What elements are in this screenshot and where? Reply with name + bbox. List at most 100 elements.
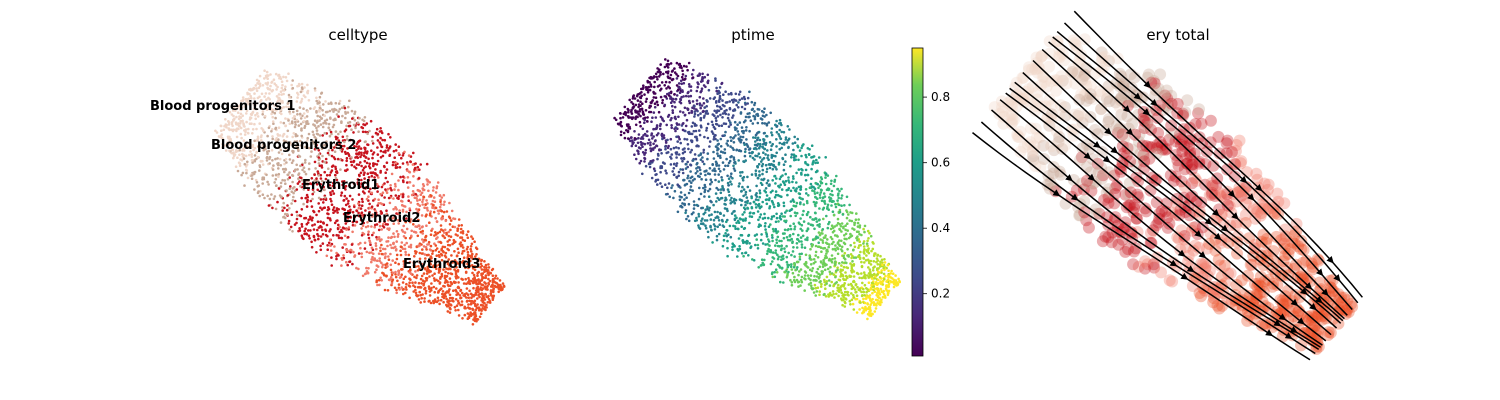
celltype-point — [380, 238, 383, 241]
celltype-point — [435, 247, 439, 250]
celltype-point — [302, 112, 306, 115]
ptime-point — [670, 186, 673, 190]
ptime-point — [797, 273, 800, 277]
ptime-point — [840, 264, 843, 267]
celltype-point — [292, 132, 296, 135]
celltype-point — [285, 135, 289, 138]
celltype-point — [235, 135, 239, 139]
ptime-point — [792, 156, 796, 159]
ptime-point — [735, 103, 738, 107]
celltype-point — [227, 142, 231, 146]
celltype-point — [349, 248, 353, 252]
ptime-point — [801, 229, 804, 232]
ptime-point — [774, 268, 778, 272]
ptime-point — [748, 129, 751, 133]
ptime-point — [889, 276, 893, 279]
celltype-point — [290, 120, 294, 123]
ptime-point — [753, 110, 756, 113]
ptime-point — [756, 176, 760, 180]
ptime-point — [720, 176, 723, 179]
celltype-point — [317, 153, 321, 156]
celltype-point — [386, 265, 389, 268]
ptime-point — [664, 169, 667, 172]
celltype-point — [384, 252, 387, 255]
celltype-point — [372, 199, 375, 202]
ptime-point — [750, 108, 754, 111]
celltype-point — [419, 301, 423, 304]
ptime-point — [862, 297, 865, 301]
celltype-point — [243, 125, 246, 128]
celltype-point — [389, 263, 393, 267]
celltype-point — [484, 287, 488, 291]
celltype-point — [245, 109, 249, 112]
ptime-point — [708, 97, 712, 100]
ptime-point — [737, 227, 740, 231]
ptime-point — [686, 108, 690, 112]
ptime-point — [684, 167, 688, 170]
celltype-point — [286, 177, 290, 181]
ptime-point — [634, 103, 638, 107]
celltype-point — [397, 194, 401, 198]
ptime-point — [807, 222, 810, 225]
celltype-point — [378, 237, 381, 241]
celltype-point — [277, 172, 281, 176]
celltype-point — [313, 238, 317, 242]
ptime-point — [756, 210, 760, 213]
ptime-point — [867, 237, 870, 240]
ptime-point — [777, 220, 780, 223]
ptime-point — [673, 67, 676, 70]
celltype-point — [270, 193, 273, 196]
celltype-point — [483, 260, 486, 263]
ptime-point — [846, 248, 849, 251]
ptime-point — [669, 163, 673, 166]
celltype-point — [294, 123, 297, 126]
ptime-point — [891, 272, 895, 276]
ptime-point — [838, 244, 842, 248]
celltype-point — [276, 157, 279, 160]
celltype-point — [246, 176, 250, 180]
ptime-point — [681, 90, 684, 93]
ptime-point — [743, 150, 747, 154]
celltype-point — [436, 236, 439, 239]
celltype-point — [319, 206, 322, 209]
celltype-point — [264, 92, 268, 95]
cluster-label: Blood progenitors 2 — [211, 138, 356, 153]
celltype-point — [370, 149, 373, 152]
celltype-point — [418, 198, 422, 202]
ptime-point — [775, 130, 779, 134]
ptime-point — [892, 278, 896, 282]
celltype-point — [425, 224, 428, 227]
ptime-point — [887, 269, 890, 273]
ptime-point — [687, 147, 690, 151]
ptime-point — [653, 139, 657, 143]
celltype-point — [254, 107, 258, 111]
celltype-point — [433, 234, 436, 237]
ptime-point — [671, 170, 674, 173]
celltype-point — [329, 197, 332, 201]
ptime-point — [761, 168, 765, 172]
celltype-point — [417, 265, 420, 268]
celltype-point — [299, 214, 303, 218]
ptime-point — [758, 174, 761, 177]
celltype-point — [265, 173, 268, 177]
celltype-point — [352, 250, 355, 254]
ptime-point — [757, 266, 760, 269]
celltype-point — [288, 176, 292, 179]
ptime-point — [681, 73, 685, 76]
ptime-point — [716, 139, 719, 142]
ptime-point — [719, 197, 723, 200]
celltype-point — [469, 247, 473, 251]
ptime-point — [840, 245, 844, 249]
celltype-point — [360, 178, 363, 182]
celltype-point — [387, 132, 390, 136]
ptime-point — [644, 100, 648, 103]
celltype-point — [351, 223, 355, 227]
celltype-point — [456, 229, 459, 232]
celltype-point — [253, 188, 256, 191]
ptime-point — [659, 115, 663, 119]
celltype-point — [403, 243, 407, 247]
ptime-point — [796, 260, 800, 264]
ptime-point — [676, 74, 680, 78]
ptime-point — [729, 145, 732, 148]
celltype-point — [304, 196, 308, 200]
